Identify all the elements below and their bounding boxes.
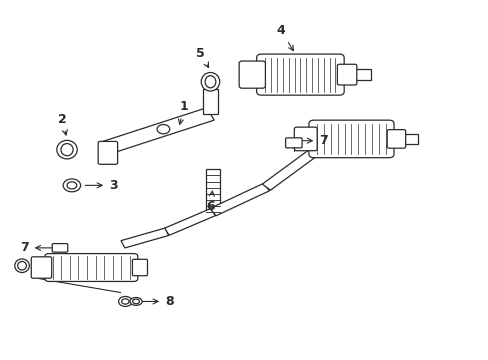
Ellipse shape (57, 140, 77, 159)
Text: 2: 2 (58, 113, 67, 135)
Text: 6: 6 (206, 191, 214, 213)
Ellipse shape (130, 297, 142, 305)
Ellipse shape (201, 72, 219, 91)
Text: 7: 7 (296, 134, 327, 147)
FancyBboxPatch shape (285, 138, 302, 148)
Text: 7: 7 (20, 241, 57, 255)
Text: 8: 8 (140, 295, 173, 308)
FancyBboxPatch shape (308, 120, 393, 158)
FancyBboxPatch shape (31, 257, 52, 278)
Ellipse shape (18, 261, 26, 270)
Ellipse shape (204, 76, 215, 88)
FancyBboxPatch shape (294, 127, 317, 151)
FancyBboxPatch shape (98, 141, 117, 164)
Polygon shape (262, 150, 316, 190)
Text: 5: 5 (196, 47, 208, 68)
Polygon shape (209, 184, 269, 216)
FancyBboxPatch shape (52, 244, 68, 252)
Ellipse shape (67, 182, 77, 189)
Polygon shape (102, 108, 214, 154)
Polygon shape (121, 228, 168, 248)
Polygon shape (354, 69, 370, 80)
Polygon shape (205, 169, 219, 212)
FancyBboxPatch shape (239, 61, 265, 88)
Ellipse shape (15, 259, 29, 273)
Circle shape (157, 125, 169, 134)
Ellipse shape (132, 299, 139, 304)
FancyBboxPatch shape (386, 130, 405, 148)
Text: 4: 4 (276, 24, 293, 51)
FancyBboxPatch shape (256, 54, 344, 95)
Ellipse shape (118, 296, 132, 306)
Polygon shape (203, 89, 217, 114)
FancyBboxPatch shape (45, 253, 138, 282)
Ellipse shape (63, 179, 81, 192)
FancyBboxPatch shape (132, 259, 147, 276)
Polygon shape (163, 209, 215, 235)
FancyBboxPatch shape (337, 64, 356, 85)
Polygon shape (403, 134, 417, 144)
Ellipse shape (122, 299, 129, 304)
Ellipse shape (61, 144, 73, 156)
Text: 1: 1 (178, 100, 188, 124)
Text: 3: 3 (85, 179, 117, 192)
